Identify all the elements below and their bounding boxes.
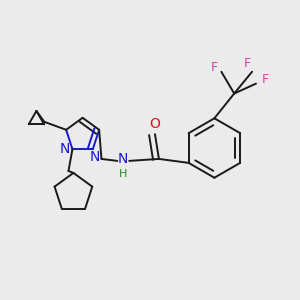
Text: N: N (90, 150, 100, 164)
Text: N: N (118, 152, 128, 166)
Text: H: H (119, 169, 128, 179)
Text: N: N (59, 142, 70, 156)
Text: F: F (261, 73, 268, 86)
Text: F: F (244, 57, 251, 70)
Text: O: O (149, 117, 161, 131)
Text: F: F (211, 61, 218, 74)
